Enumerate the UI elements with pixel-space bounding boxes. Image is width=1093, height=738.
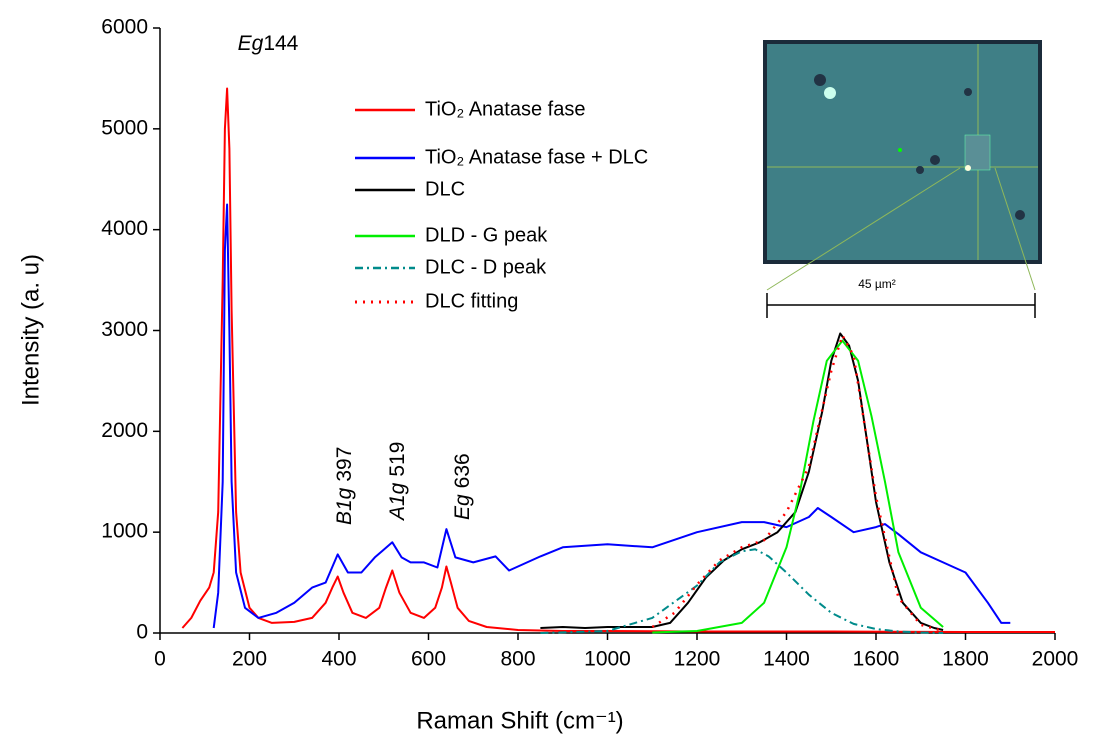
x-axis-label: Raman Shift (cm⁻¹) — [416, 707, 623, 734]
y-tick-label: 1000 — [101, 520, 148, 543]
annotation-wavenumber: 397 — [333, 447, 356, 482]
x-tick-label: 2000 — [1032, 648, 1079, 671]
inset-particle — [965, 165, 971, 171]
series-line — [651, 334, 944, 633]
x-tick-label: 1000 — [584, 648, 631, 671]
legend-label: TiO₂ Anatase fase — [425, 98, 585, 120]
peak-annotation: Eg 636 — [451, 453, 474, 520]
annotation-wavenumber: 519 — [386, 442, 409, 477]
y-tick-label: 3000 — [101, 318, 148, 341]
y-tick-label: 6000 — [101, 16, 148, 39]
x-tick-label: 600 — [411, 648, 446, 671]
y-tick-label: 2000 — [101, 419, 148, 442]
inset-particle — [898, 148, 902, 152]
y-tick-label: 5000 — [101, 116, 148, 139]
series-line — [540, 332, 944, 631]
inset-particle — [814, 74, 826, 86]
x-tick-label: 1200 — [674, 648, 721, 671]
series-line — [181, 87, 1055, 633]
inset-particle — [930, 155, 940, 165]
annotation-mode: A1g — [386, 482, 409, 522]
peak-annotation: A1g519 — [386, 442, 409, 522]
x-tick-label: 400 — [321, 648, 356, 671]
annotation-wavenumber: 144 — [263, 32, 298, 55]
peak-annotation: B1g397 — [333, 447, 356, 525]
annotation-mode: Eg — [451, 494, 474, 520]
inset-particle — [1015, 210, 1025, 220]
inset-roi — [964, 134, 991, 171]
zoom-line — [766, 167, 961, 291]
inset-particle — [824, 87, 836, 99]
inset-image — [763, 40, 1042, 264]
y-tick-label: 0 — [136, 621, 148, 644]
series-line — [540, 548, 944, 634]
legend-label: DLC - D peak — [425, 256, 547, 278]
legend-label: TiO₂ Anatase fase + DLC — [425, 146, 648, 168]
inset-particle — [964, 88, 972, 96]
annotation-wavenumber: 636 — [451, 453, 474, 488]
scale-label: 45 µm² — [858, 277, 896, 291]
legend-label: DLC fitting — [425, 290, 518, 312]
annotation-mode: Eg — [238, 32, 264, 55]
x-tick-label: 200 — [232, 648, 267, 671]
annotation-mode: B1g — [333, 487, 356, 525]
series-line — [652, 339, 944, 634]
zoom-line — [994, 167, 1036, 291]
inset: 45 µm² — [763, 40, 1042, 318]
y-axis-label: Intensity (a. u) — [17, 254, 44, 406]
legend-label: DLD - G peak — [425, 224, 548, 246]
y-tick-label: 4000 — [101, 217, 148, 240]
x-tick-label: 0 — [154, 648, 166, 671]
x-tick-label: 1600 — [853, 648, 900, 671]
series-line — [212, 203, 1011, 629]
x-tick-label: 800 — [500, 648, 535, 671]
inset-particle — [916, 166, 924, 174]
x-tick-label: 1800 — [942, 648, 989, 671]
x-tick-label: 1400 — [763, 648, 810, 671]
legend-label: DLC — [425, 178, 465, 200]
peak-annotation: Eg144 — [238, 32, 299, 55]
